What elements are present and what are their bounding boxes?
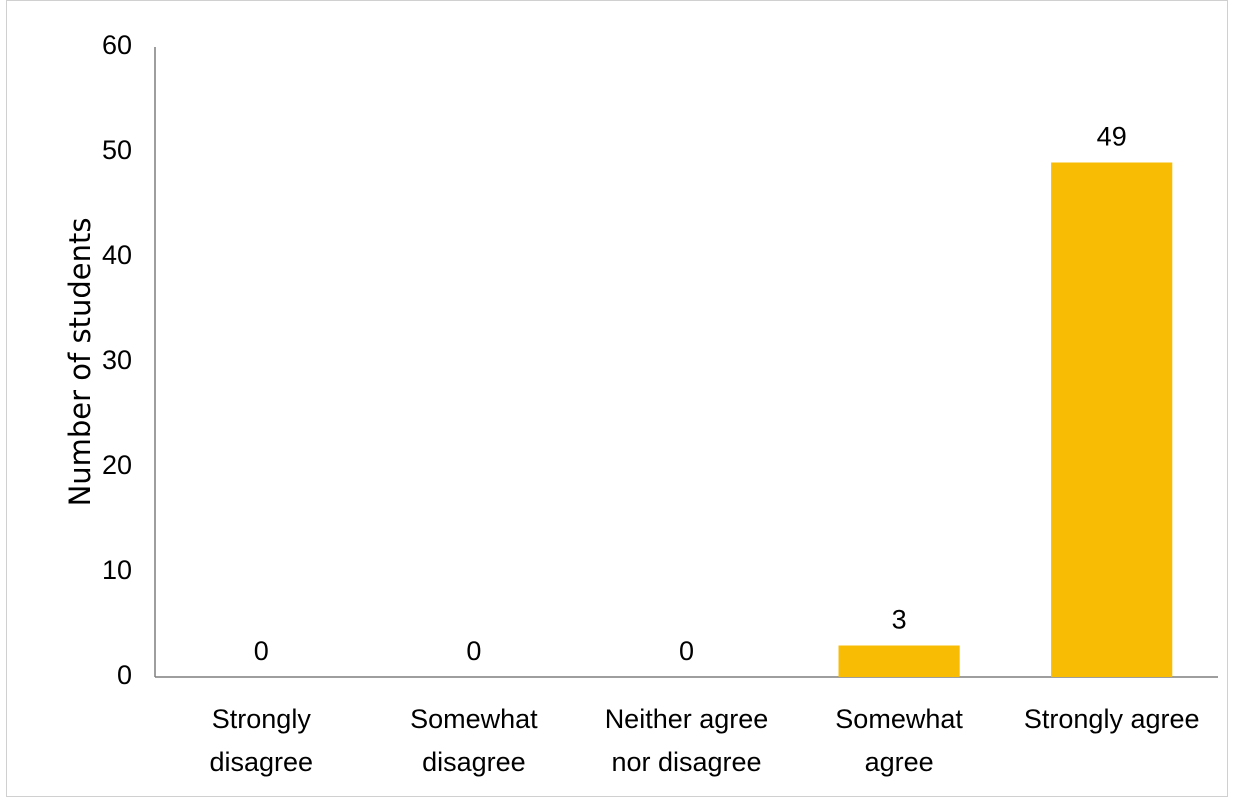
y-tick-label: 20 (102, 450, 132, 480)
data-label: 3 (892, 605, 907, 635)
data-labels: 0 0 0 3 49 (254, 122, 1127, 667)
y-axis-title: Number of students (63, 218, 97, 507)
category-label: Somewhat (410, 704, 538, 734)
chart-frame (6, 0, 1228, 797)
y-tick-label: 10 (102, 555, 132, 585)
data-label: 49 (1097, 122, 1127, 152)
category-label: Somewhat (835, 704, 963, 734)
y-tick-labels: 0 10 20 30 40 50 60 (102, 30, 132, 690)
category-label: Strongly (212, 704, 312, 734)
category-label: Strongly agree (1024, 704, 1200, 734)
category-label: disagree (422, 747, 526, 777)
data-label: 0 (679, 636, 694, 666)
y-tick-label: 50 (102, 135, 132, 165)
category-label: Neither agree (605, 704, 769, 734)
bars (838, 162, 1173, 677)
bar (838, 645, 960, 677)
category-label: nor disagree (611, 747, 761, 777)
data-label: 0 (254, 636, 269, 666)
category-label: agree (865, 747, 934, 777)
y-tick-label: 30 (102, 345, 132, 375)
y-tick-label: 40 (102, 240, 132, 270)
data-label: 0 (466, 636, 481, 666)
y-tick-label: 60 (102, 30, 132, 60)
bar (1051, 162, 1173, 677)
category-labels: Strongly disagree Somewhat disagree Neither … (210, 704, 1200, 777)
y-tick-label: 0 (117, 660, 132, 690)
category-label: disagree (210, 747, 314, 777)
